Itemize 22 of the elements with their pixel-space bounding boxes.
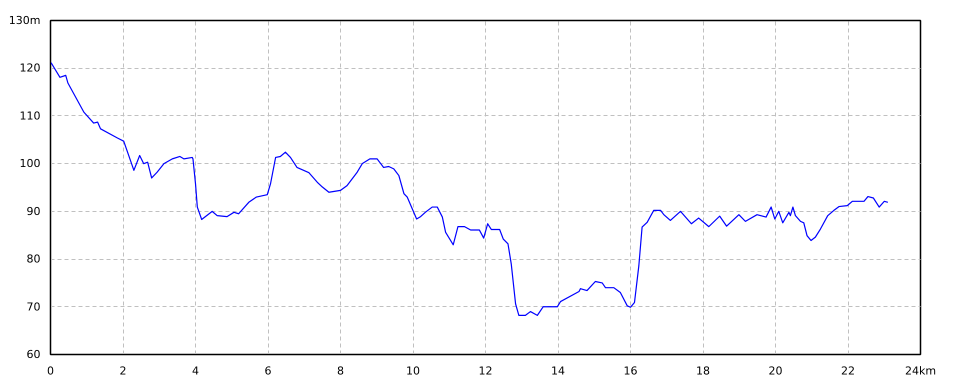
x-tick-label: 16 [624, 364, 638, 378]
y-tick-label: 60 [26, 348, 41, 361]
x-tick-label: 14 [551, 364, 565, 378]
line-series [50, 62, 888, 316]
x-tick-label: 20 [768, 364, 782, 378]
x-tick-label: 12 [478, 364, 492, 378]
x-tick-label: 24km [904, 364, 936, 378]
y-tick-label: 70 [26, 300, 41, 314]
y-tick-label: 130m [8, 14, 41, 27]
y-tick-label: 90 [26, 204, 41, 218]
x-tick-label: 2 [120, 364, 126, 378]
y-tick-label: 120 [20, 62, 41, 75]
x-tick-label: 10 [406, 364, 420, 378]
x-tick-label: 4 [192, 364, 199, 378]
x-tick-label: 8 [337, 364, 344, 378]
y-tick-label: 110 [20, 109, 41, 122]
x-tick-label: 22 [841, 364, 855, 378]
y-tick-label: 80 [26, 252, 41, 266]
x-tick-label: 0 [47, 364, 54, 378]
x-tick-label: 18 [696, 364, 710, 378]
y-tick-label: 100 [20, 157, 41, 170]
x-tick-label: 6 [264, 364, 272, 378]
